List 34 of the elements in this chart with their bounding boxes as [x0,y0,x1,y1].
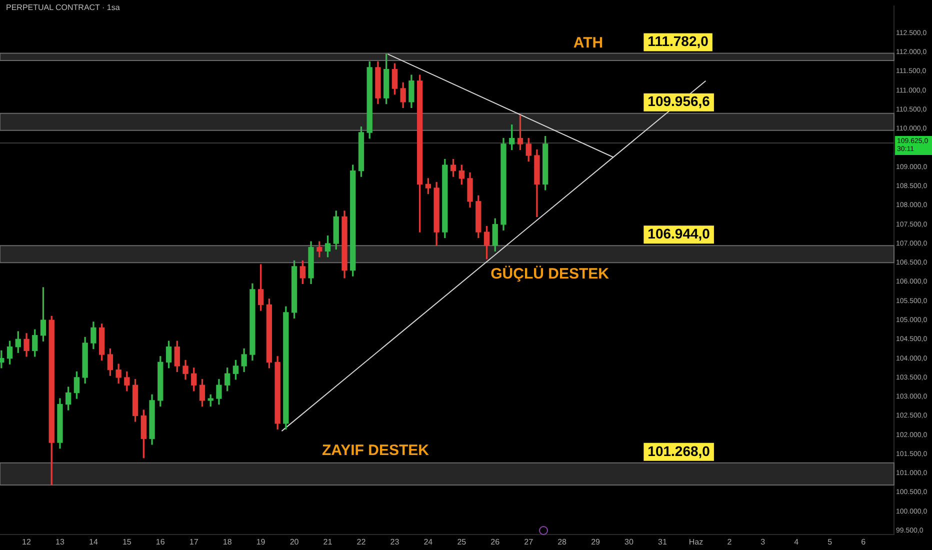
x-tick-label: 17 [189,537,199,546]
x-tick-label: 22 [356,537,366,546]
band-label: 101.268,0 [648,442,710,459]
x-tick-label: 25 [457,537,467,546]
x-tick-label: 5 [828,537,833,546]
x-tick-label: 14 [88,537,98,546]
x-tick-label: 20 [290,537,300,546]
x-tick-label: 12 [22,537,32,546]
x-tick-label: 27 [524,537,534,546]
x-tick-label: 24 [424,537,434,546]
x-tick-label: 3 [760,537,766,546]
x-tick-label: 16 [156,537,166,546]
annotation: ATH [573,34,604,52]
x-tick-label: 4 [794,537,800,546]
x-tick-label: 26 [490,537,500,546]
band-label: 106.944,0 [648,226,710,242]
band-label: 111.782,0 [648,33,709,50]
x-tick-label: 15 [122,537,132,546]
x-tick-label: 2 [727,537,732,546]
annotation: GÜÇLÜ DESTEK [490,266,610,283]
x-tick-label: 23 [390,537,400,546]
x-tick-label: 28 [558,537,568,546]
x-tick-label: 29 [591,537,601,546]
x-tick-label: 19 [256,537,266,546]
x-tick-label: 31 [658,537,668,546]
x-tick-label: 30 [624,537,634,546]
chart-title: PERPETUAL CONTRACT · 1sa [6,3,120,12]
x-tick-label: 6 [861,537,866,546]
x-tick-label: Haz [688,537,704,546]
annotation: ZAYIF DESTEK [322,442,430,460]
x-tick-label: 13 [56,537,65,546]
band-label: 109.956,6 [648,93,710,110]
x-tick-label: 18 [222,537,232,546]
x-tick-label: 21 [323,537,333,546]
